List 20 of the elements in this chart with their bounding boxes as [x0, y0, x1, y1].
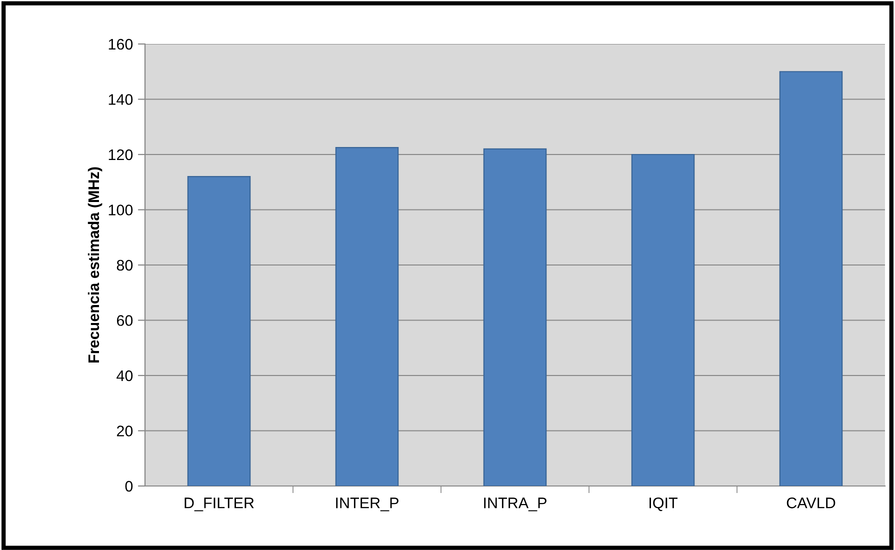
bar	[779, 71, 843, 486]
bar	[335, 147, 399, 486]
y-tick-label: 0	[125, 480, 133, 492]
y-tick-label: 20	[116, 426, 133, 436]
y-tick-label: 100	[108, 204, 133, 216]
x-tick-label: IQIT	[650, 498, 678, 512]
y-tick-label: 120	[108, 149, 133, 160]
x-tick-label: CAVLD	[786, 498, 836, 508]
bar	[187, 176, 251, 486]
y-tick-label: 80	[116, 260, 133, 271]
x-tick-label: D_FILTER	[184, 498, 254, 512]
y-tick-label: 160	[108, 38, 133, 50]
y-tick-label: 140	[108, 94, 133, 105]
x-tick-label: INTRA_P	[484, 498, 546, 512]
bar	[483, 148, 547, 486]
y-axis-title: Frecuencia estimada (MHz)	[88, 167, 102, 362]
x-tick-label: INTER_P	[336, 498, 398, 512]
y-tick-label: 60	[116, 315, 133, 326]
bar	[631, 154, 695, 486]
y-tick-label: 40	[116, 370, 133, 382]
